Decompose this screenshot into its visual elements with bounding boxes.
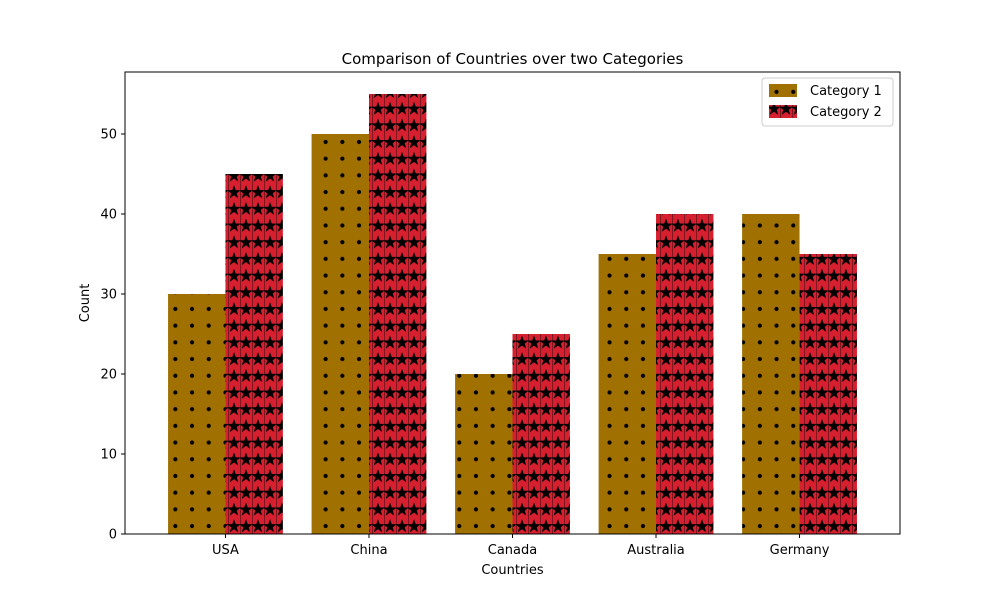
x-tick-label: Germany bbox=[770, 543, 830, 558]
y-tick-label: 20 bbox=[100, 368, 117, 383]
y-axis: 0 10 20 30 40 50 bbox=[100, 128, 125, 543]
x-tick-label: China bbox=[350, 543, 387, 558]
x-tick-label: Canada bbox=[488, 543, 537, 558]
bar-category-2-usa bbox=[225, 174, 283, 534]
legend-label: Category 2 bbox=[810, 105, 882, 120]
legend-swatch bbox=[769, 84, 797, 97]
plot-area: 0 10 20 30 40 50 USA China Canada Australia Germa… bbox=[100, 71, 901, 558]
y-tick-label: 50 bbox=[100, 128, 117, 143]
y-tick-label: 40 bbox=[100, 208, 117, 223]
x-axis-label: Countries bbox=[481, 563, 544, 578]
x-tick-label: Australia bbox=[627, 543, 685, 558]
y-axis-label: Count bbox=[78, 284, 93, 323]
bar-category-1-germany bbox=[742, 214, 800, 534]
legend-label: Category 1 bbox=[810, 84, 882, 99]
plot-frame bbox=[124, 71, 901, 535]
bar-category-2-australia bbox=[656, 214, 714, 534]
bar-category-1-usa bbox=[168, 294, 226, 534]
bars bbox=[168, 94, 857, 534]
bar-category-2-china bbox=[368, 94, 427, 534]
x-axis: USA China Canada Australia Germany bbox=[212, 534, 830, 558]
x-tick-label: USA bbox=[212, 543, 239, 558]
y-tick-label: 0 bbox=[109, 528, 117, 543]
bar-category-1-canada bbox=[455, 374, 513, 534]
chart-title: Comparison of Countries over two Categor… bbox=[342, 50, 684, 68]
bar-category-1-australia bbox=[598, 254, 657, 534]
y-tick-label: 10 bbox=[100, 448, 117, 463]
legend: Category 1 Category 2 bbox=[761, 77, 894, 127]
bar-category-2-germany bbox=[799, 254, 857, 534]
legend-swatch bbox=[769, 105, 797, 118]
bar-category-1-china bbox=[311, 134, 369, 534]
y-tick-label: 30 bbox=[100, 288, 117, 303]
bar-category-2-canada bbox=[512, 334, 570, 534]
